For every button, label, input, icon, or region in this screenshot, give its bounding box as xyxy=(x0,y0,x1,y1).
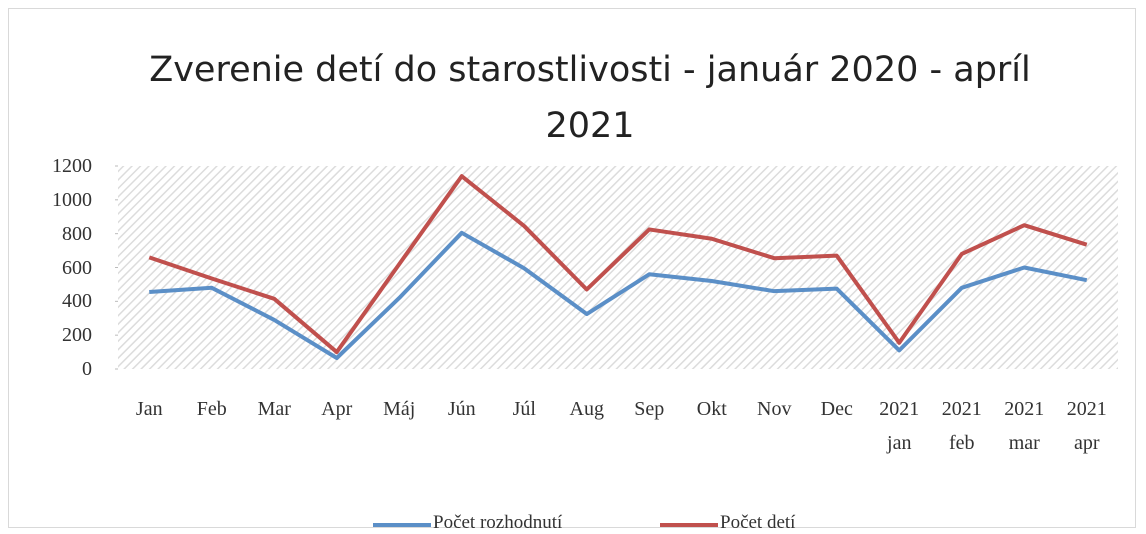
y-tick-label: 400 xyxy=(62,290,92,313)
legend-label: Počet rozhodnutí xyxy=(433,512,563,533)
x-tick-label: Apr xyxy=(321,398,353,420)
x-tick-label: 2021 mar xyxy=(1004,398,1045,454)
x-tick-label: Júl xyxy=(512,398,536,420)
y-tick-label: 0 xyxy=(82,358,92,380)
x-tick-label: Jan xyxy=(135,398,163,420)
series-line xyxy=(149,230,1088,361)
x-tick-label: 2021 apr xyxy=(1066,398,1107,454)
x-tick-label: Mar xyxy=(257,398,291,420)
plot-area xyxy=(118,166,1118,369)
y-tick-label: 800 xyxy=(62,222,92,245)
y-tick-label: 1000 xyxy=(52,188,92,211)
x-tick-label: Feb xyxy=(196,398,227,420)
y-tick-label: 200 xyxy=(62,324,92,347)
x-tick-label: Nov xyxy=(757,398,792,420)
series-line xyxy=(148,174,1088,355)
x-tick-label: 2021 feb xyxy=(941,398,982,454)
legend-label: Počet detí xyxy=(720,512,796,533)
x-tick-label: Sep xyxy=(634,398,665,420)
x-tick-label: Dec xyxy=(820,398,853,420)
y-tick-label: 600 xyxy=(62,256,92,279)
y-tick-label: 1200 xyxy=(52,155,92,177)
chart-frame xyxy=(8,8,1136,528)
x-tick-label: Máj xyxy=(383,398,416,420)
chart-title: Zverenie detí do starostlivosti - január… xyxy=(149,50,1031,146)
x-tick-label: Okt xyxy=(696,398,727,420)
x-tick-label: Jún xyxy=(447,398,476,420)
x-tick-label: 2021 jan xyxy=(879,398,920,454)
x-tick-label: Aug xyxy=(569,398,604,420)
